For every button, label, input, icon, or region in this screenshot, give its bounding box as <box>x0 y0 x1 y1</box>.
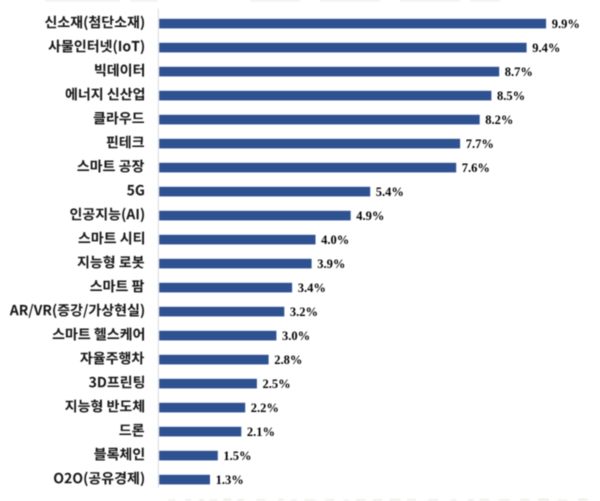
svg-text:9.9%: 9.9% <box>552 17 580 31</box>
svg-text:3.0%: 3.0% <box>282 329 310 343</box>
svg-text:7.7%: 7.7% <box>466 137 494 151</box>
svg-text:2.1%: 2.1% <box>247 425 275 439</box>
svg-text:3.4%: 3.4% <box>298 281 326 295</box>
svg-text:1.3%: 1.3% <box>216 473 244 487</box>
svg-text:4.9%: 4.9% <box>356 209 384 223</box>
svg-text:3.9%: 3.9% <box>317 257 345 271</box>
svg-text:2.2%: 2.2% <box>251 401 279 415</box>
svg-text:1.5%: 1.5% <box>223 449 251 463</box>
svg-text:8.5%: 8.5% <box>497 89 525 103</box>
svg-text:2.5%: 2.5% <box>263 377 291 391</box>
svg-text:4.0%: 4.0% <box>321 233 349 247</box>
svg-text:8.2%: 8.2% <box>485 113 513 127</box>
svg-text:2.8%: 2.8% <box>274 353 302 367</box>
svg-text:8.7%: 8.7% <box>505 65 533 79</box>
svg-text:7.6%: 7.6% <box>462 161 490 175</box>
svg-text:3.2%: 3.2% <box>290 305 318 319</box>
svg-text:9.4%: 9.4% <box>532 41 560 55</box>
svg-text:5.4%: 5.4% <box>376 185 404 199</box>
